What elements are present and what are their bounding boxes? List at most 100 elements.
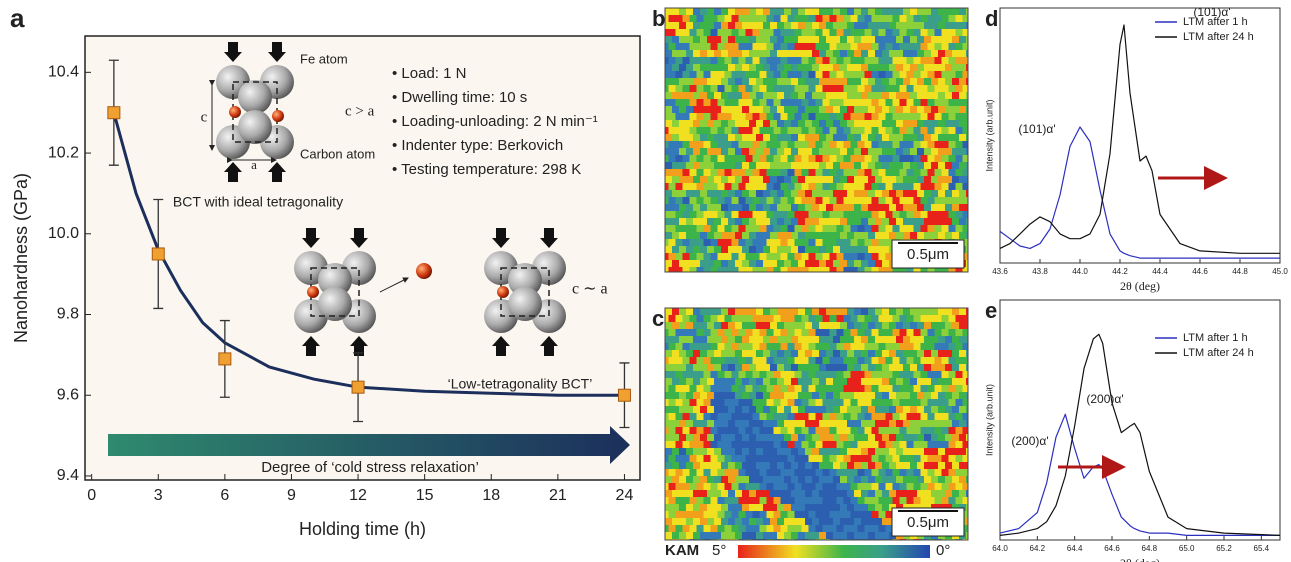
kam-cell <box>924 406 931 413</box>
kam-cell <box>868 532 875 539</box>
kam-cell <box>683 225 690 232</box>
kam-cell <box>837 343 844 350</box>
kam-cell <box>823 455 830 462</box>
kam-cell <box>721 364 728 371</box>
kam-cell <box>907 469 914 476</box>
kam-cell <box>921 155 928 162</box>
kam-cell <box>917 420 924 427</box>
kam-cell <box>704 155 711 162</box>
kam-cell <box>854 434 861 441</box>
kam-cell <box>907 71 914 78</box>
kam-cell <box>781 57 788 64</box>
kam-cell <box>798 392 805 399</box>
kam-cell <box>812 218 819 225</box>
kam-cell <box>896 120 903 127</box>
kam-cell <box>903 462 910 469</box>
kam-cell <box>872 427 879 434</box>
kam-cell <box>907 343 914 350</box>
kam-cell <box>683 385 690 392</box>
kam-cell <box>753 99 760 106</box>
kam-cell <box>683 127 690 134</box>
kam-cell <box>907 155 914 162</box>
kam-cell <box>942 127 949 134</box>
kam-cell <box>809 441 816 448</box>
kam-cell <box>725 169 732 176</box>
kam-cell <box>812 232 819 239</box>
kam-cell <box>840 22 847 29</box>
kam-cell <box>812 92 819 99</box>
kam-cell <box>921 127 928 134</box>
kam-cell <box>802 43 809 50</box>
kam-cell <box>823 469 830 476</box>
kam-cell <box>679 420 686 427</box>
kam-cell <box>742 204 749 211</box>
kam-cell <box>763 148 770 155</box>
kam-cell <box>886 385 893 392</box>
kam-cell <box>935 427 942 434</box>
kam-cell <box>942 315 949 322</box>
kam-cell <box>721 420 728 427</box>
kam-cell <box>784 406 791 413</box>
kam-cell <box>795 99 802 106</box>
kam-cell <box>732 427 739 434</box>
x-axis-label: 2θ (deg) <box>1120 279 1160 293</box>
kam-cell <box>760 15 767 22</box>
kam-cell <box>805 148 812 155</box>
kam-cell <box>711 525 718 532</box>
kam-cell <box>728 78 735 85</box>
condition: • Load: 1 N <box>392 65 466 82</box>
kam-cell <box>749 218 756 225</box>
kam-cell <box>700 260 707 267</box>
kam-cell <box>809 511 816 518</box>
kam-cell <box>718 399 725 406</box>
kam-cell <box>707 148 714 155</box>
kam-cell <box>756 308 763 315</box>
kam-cell <box>823 253 830 260</box>
kam-cell <box>893 211 900 218</box>
kam-cell <box>728 448 735 455</box>
kam-cell <box>665 406 672 413</box>
kam-cell <box>672 490 679 497</box>
kam-cell <box>851 357 858 364</box>
kam-cell <box>847 78 854 85</box>
kam-cell <box>763 406 770 413</box>
kam-cell <box>760 329 767 336</box>
kam-cell <box>917 204 924 211</box>
kam-cell <box>949 329 956 336</box>
kam-cell <box>770 106 777 113</box>
kam-cell <box>711 357 718 364</box>
kam-cell <box>791 434 798 441</box>
kam-cell <box>816 85 823 92</box>
kam-cell <box>725 413 732 420</box>
kam-cell <box>788 43 795 50</box>
kam-cell <box>725 239 732 246</box>
kam-cell <box>732 511 739 518</box>
kam-cell <box>665 176 672 183</box>
kam-cell <box>865 197 872 204</box>
kam-cell <box>868 190 875 197</box>
kam-cell <box>963 169 969 176</box>
kam-cell <box>711 43 718 50</box>
kam-cell <box>861 22 868 29</box>
kam-cell <box>697 253 704 260</box>
annotation: Fe atom <box>300 51 348 66</box>
kam-cell <box>882 78 889 85</box>
kam-cell <box>840 162 847 169</box>
kam-cell <box>942 197 949 204</box>
kam-cell <box>686 232 693 239</box>
kam-cell <box>907 99 914 106</box>
kam-cell <box>718 113 725 120</box>
kam-cell <box>809 15 816 22</box>
kam-cell <box>714 532 721 539</box>
kam-cell <box>749 176 756 183</box>
kam-cell <box>714 176 721 183</box>
kam-cell <box>788 29 795 36</box>
kam-cell <box>693 448 700 455</box>
kam-cell <box>700 106 707 113</box>
kam-cell <box>718 357 725 364</box>
kam-cell <box>938 134 945 141</box>
kam-cell <box>928 183 935 190</box>
kam-cell <box>928 413 935 420</box>
kam-cell <box>753 525 760 532</box>
kam-cell <box>959 106 966 113</box>
